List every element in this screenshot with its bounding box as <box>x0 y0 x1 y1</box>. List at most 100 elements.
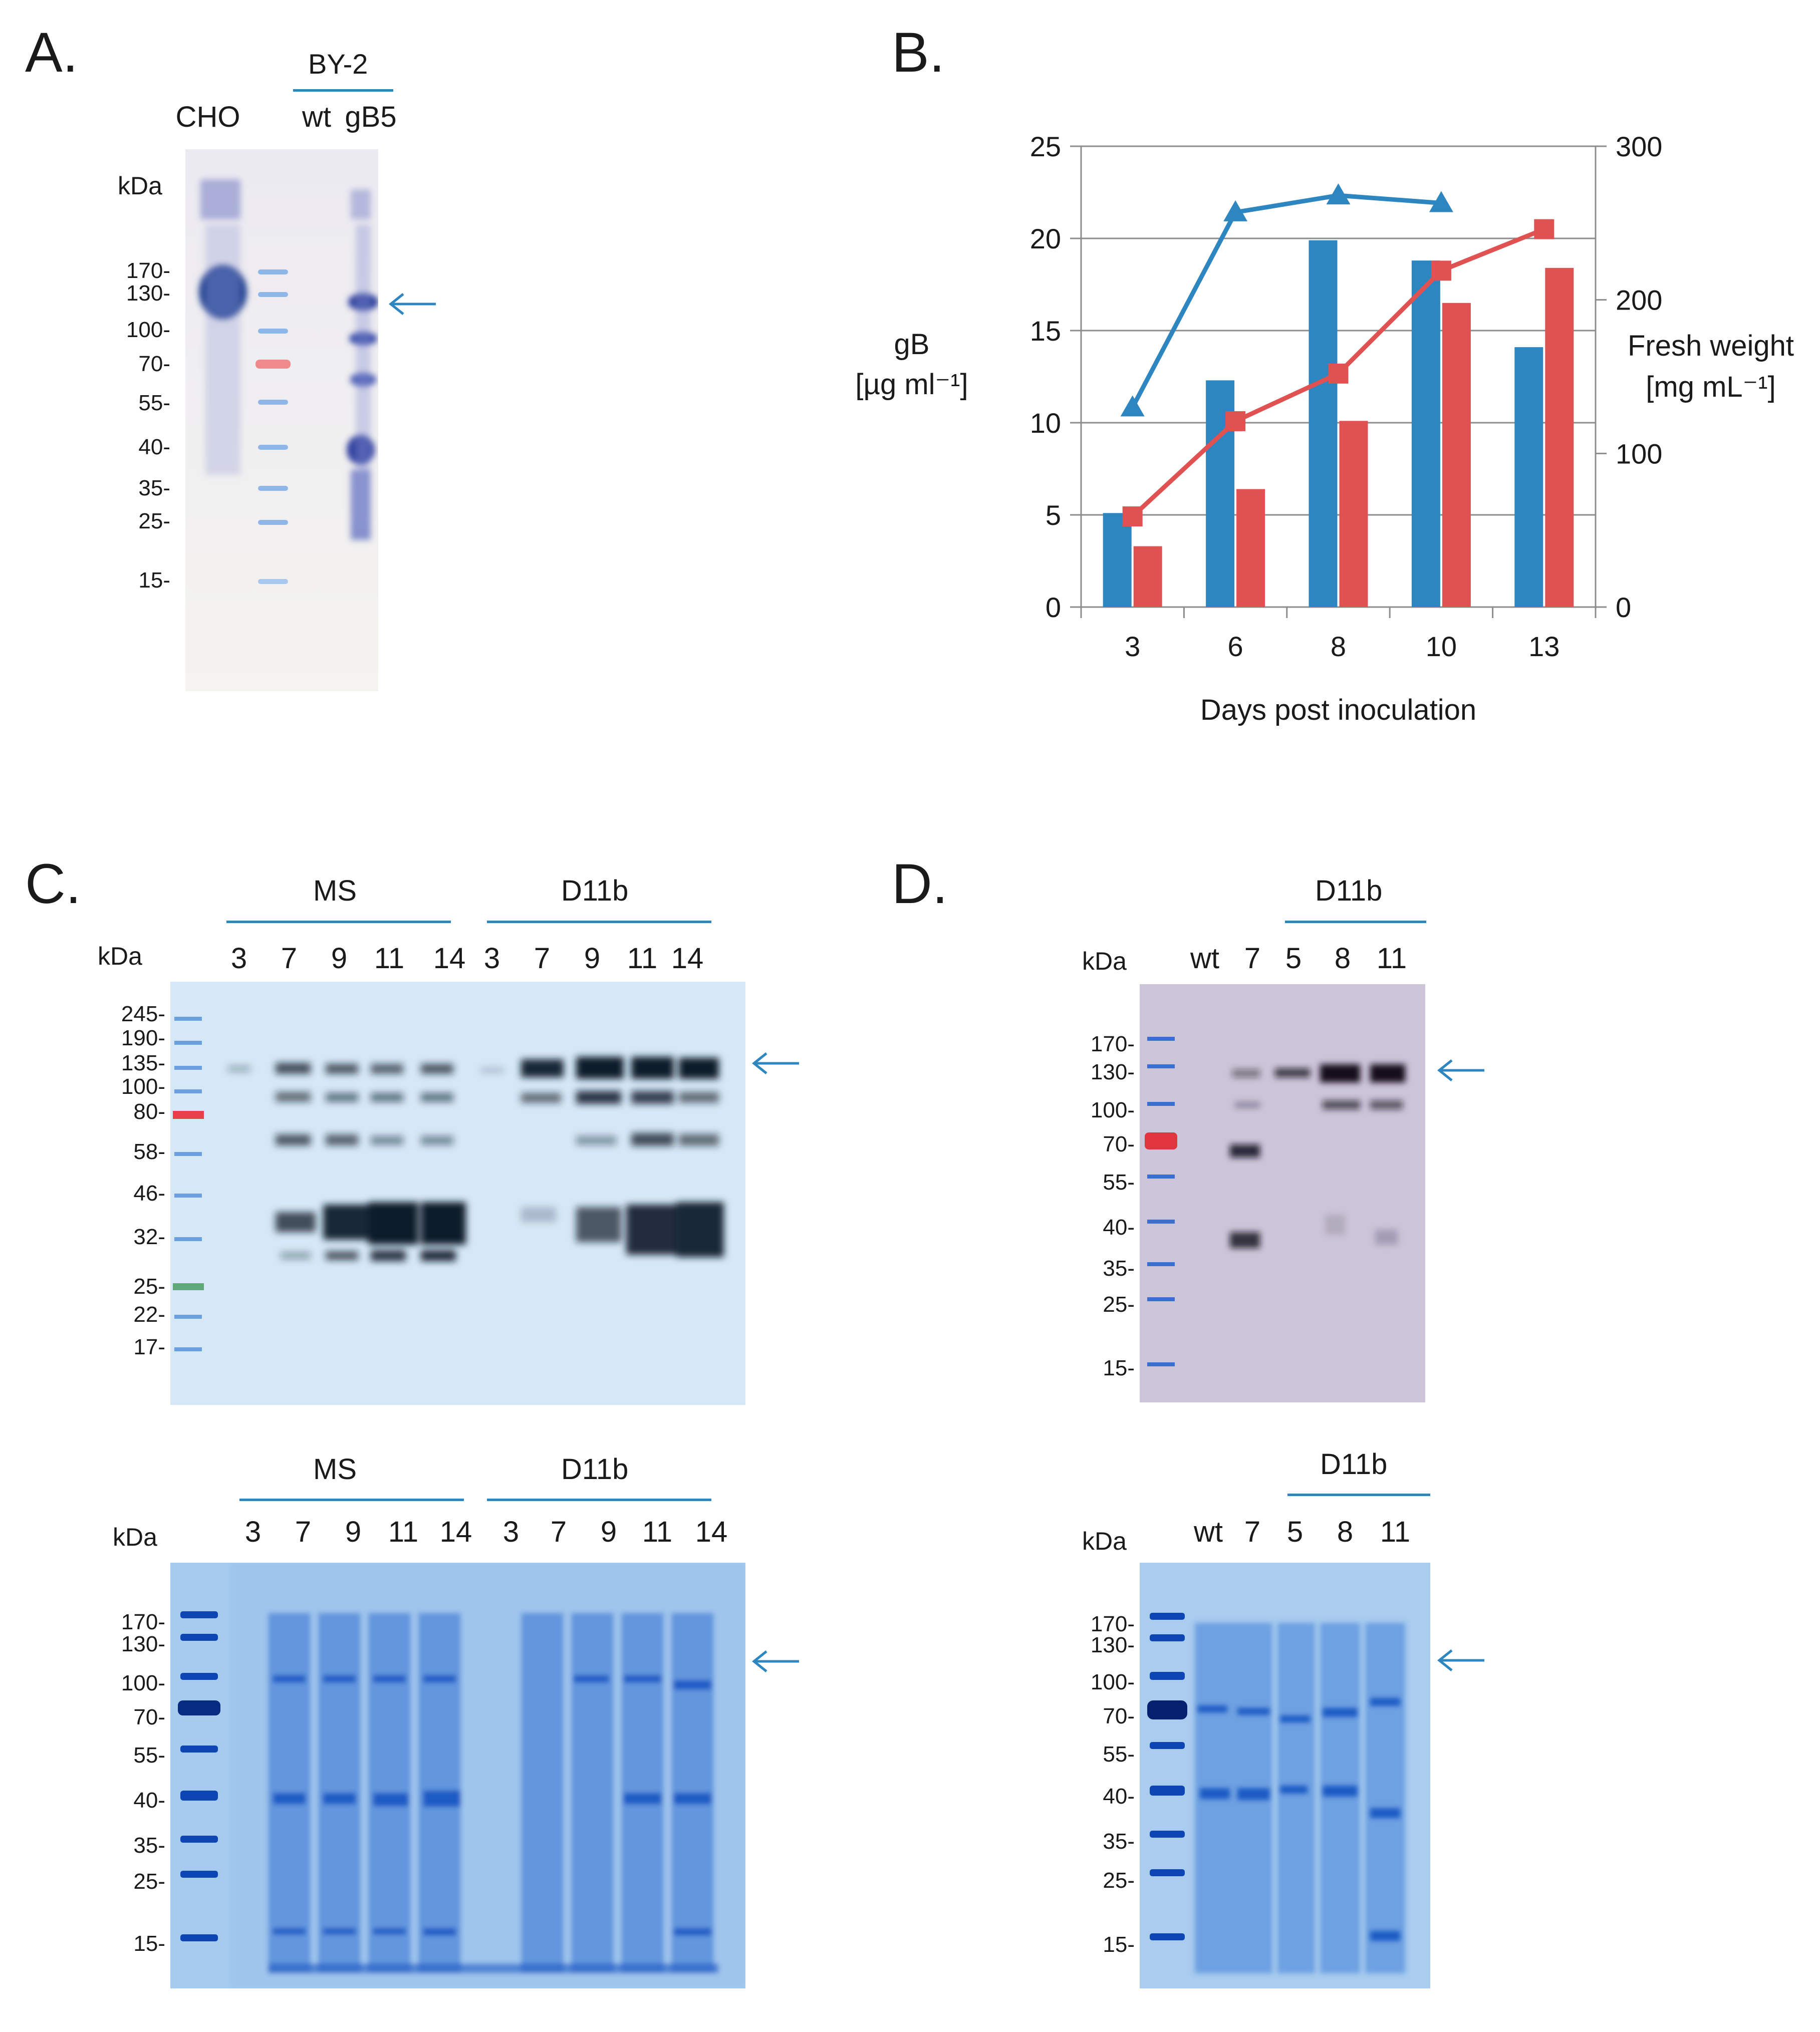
panel-c-gel-lane-2: 9 <box>345 1516 362 1548</box>
panel-a-lane-wt: wt <box>302 101 331 133</box>
panel-c-gel-lane-6: 7 <box>550 1516 567 1548</box>
panel-c-gel-lane-3: 11 <box>388 1516 419 1548</box>
panel-c-blot-lane-7: 9 <box>584 942 601 975</box>
chart-point-d11b-3 <box>1431 260 1451 281</box>
chart-bar-ms-3 <box>1411 260 1440 607</box>
panel-c-blot-marker-6: 46- <box>133 1181 165 1206</box>
panel-c-gel-marker-1: 130- <box>121 1632 165 1656</box>
panel-c-gel-lane-5: 3 <box>502 1516 519 1548</box>
chart-left-tick-0: 0 <box>1046 592 1061 623</box>
panel-c-blot-line-ms <box>226 921 451 923</box>
chart-left-tick-4: 20 <box>1030 223 1061 254</box>
chart-right-tick-0: 0 <box>1616 592 1631 623</box>
chart-point-ms-0 <box>1120 395 1145 417</box>
panel-c-gel-marker-8: 15- <box>133 1931 165 1956</box>
panel-a-marker-15: 15- <box>138 568 170 593</box>
chart-point-ms-1 <box>1223 200 1248 221</box>
panel-a-marker-35: 35- <box>138 476 170 500</box>
panel-d-blot-lane-3: 8 <box>1334 942 1351 975</box>
panel-c-gel-marker-2: 100- <box>121 1671 165 1695</box>
chart-x-axis-label: Days post inoculation <box>1200 694 1476 726</box>
chart-point-d11b-2 <box>1328 363 1349 384</box>
panel-d-gel-ladder <box>1147 1613 1187 1940</box>
panel-c-blot-lane-6: 7 <box>534 942 551 975</box>
panel-a-marker-130: 130- <box>126 281 170 306</box>
panel-b-chart: 0 5 10 15 20 25 0 100 200 300 3 6 8 10 13 Days post ino… <box>855 131 1794 726</box>
chart-bar-d11b-3 <box>1442 303 1471 607</box>
panel-c-gel-marker-4: 55- <box>133 1743 165 1768</box>
panel-c-gel-arrow-icon <box>751 1650 799 1672</box>
panel-a-arrow-icon <box>388 293 436 315</box>
panel-c-blot-marker-0: 245- <box>121 1002 165 1026</box>
panel-a-ladder <box>255 269 291 584</box>
panel-c-gel-lane-8: 11 <box>642 1516 673 1548</box>
panel-a-marker-25: 25- <box>138 509 170 533</box>
panel-c-gel <box>170 1563 745 1988</box>
panel-a-marker-100: 100- <box>126 318 170 342</box>
chart-bar-ms-0 <box>1103 513 1132 607</box>
panel-c-blot-marker-2: 135- <box>121 1051 165 1075</box>
panel-a-lane-cho: CHO <box>175 101 240 133</box>
chart-point-ms-3 <box>1429 191 1453 212</box>
chart-x-tick-2: 8 <box>1331 631 1346 662</box>
panel-d-blot-kda-label: kDa <box>1082 947 1127 975</box>
panel-d-gel-marker-0: 170- <box>1090 1612 1135 1636</box>
panel-c-gel-line-d11b <box>487 1499 711 1501</box>
panel-a-marker-170: 170- <box>126 258 170 283</box>
panel-c-blot-group-d11b: D11b <box>561 875 629 907</box>
panel-d-blot-lane-2: 5 <box>1285 942 1302 975</box>
panel-a-group-line <box>293 89 393 92</box>
panel-c-blot-kda-label: kDa <box>98 942 142 970</box>
panel-d-gel-lane-2: 5 <box>1286 1516 1304 1548</box>
panel-c-letter: C. <box>25 852 81 915</box>
panel-c-blot-lane-4: 14 <box>433 942 466 975</box>
chart-point-d11b-1 <box>1225 411 1246 431</box>
panel-d-blot-line <box>1285 921 1426 923</box>
panel-d-gel-marker-6: 35- <box>1103 1829 1135 1854</box>
panel-d-gel-arrow-icon <box>1437 1649 1484 1671</box>
panel-c-blot-marker-10: 17- <box>133 1335 165 1359</box>
panel-d-blot-marker-6: 35- <box>1103 1256 1135 1281</box>
panel-c-gel-lane-7: 9 <box>600 1516 617 1548</box>
panel-d-blot-marker-0: 170- <box>1090 1032 1135 1056</box>
panel-d-blot-lane-1: 7 <box>1244 942 1261 975</box>
panel-c-gel-ladder <box>178 1611 220 1941</box>
chart-bar-d11b-2 <box>1339 421 1368 607</box>
panel-c-blot-arrow-icon <box>751 1052 799 1074</box>
panel-d-blot-marker-8: 15- <box>1103 1356 1135 1380</box>
panel-d-gel-marker-7: 25- <box>1103 1868 1135 1893</box>
chart-x-tick-0: 3 <box>1125 631 1140 662</box>
panel-a-letter: A. <box>25 21 78 84</box>
panel-c-blot-lane-0: 3 <box>230 942 247 975</box>
panel-c-gel-marker-5: 40- <box>133 1788 165 1813</box>
chart-y-left-label: gB <box>894 328 930 361</box>
panel-c-gel-lane-1: 7 <box>295 1516 312 1548</box>
panel-d-blot-group: D11b <box>1315 875 1383 907</box>
panel-d-gel-kda-label: kDa <box>1082 1527 1127 1555</box>
panel-c-blot-lane-9: 14 <box>671 942 704 975</box>
panel-c-blot-lane-5: 3 <box>483 942 500 975</box>
panel-c-blot-marker-4: 80- <box>133 1099 165 1124</box>
panel-c-gel-lane-4: 14 <box>439 1516 472 1548</box>
panel-d-gel-marker-3: 70- <box>1103 1704 1135 1728</box>
panel-a-lane-gb5: gB5 <box>345 101 397 133</box>
panel-d-gel-marker-1: 130- <box>1090 1633 1135 1657</box>
panel-c-blot-line-d11b <box>487 921 711 923</box>
chart-point-ms-2 <box>1326 183 1351 205</box>
panel-d-blot-marker-5: 40- <box>1103 1215 1135 1240</box>
chart-left-tick-5: 25 <box>1030 131 1061 162</box>
panel-d-blot-marker-1: 130- <box>1090 1060 1135 1084</box>
panel-c-gel-lane-9: 14 <box>695 1516 728 1548</box>
chart-left-tick-2: 10 <box>1030 407 1061 439</box>
panel-d-gel-marker-4: 55- <box>1103 1742 1135 1767</box>
panel-d-letter: D. <box>892 852 948 915</box>
panel-d-gel-lane-1: 7 <box>1244 1516 1261 1548</box>
panel-d-blot-marker-2: 100- <box>1090 1098 1135 1122</box>
panel-d-gel-lane-3: 8 <box>1337 1516 1354 1548</box>
panel-c-gel-marker-3: 70- <box>133 1705 165 1729</box>
panel-d-gel-marker-8: 15- <box>1103 1932 1135 1957</box>
panel-c-gel-group-d11b: D11b <box>561 1453 629 1486</box>
panel-d-gel-group: D11b <box>1320 1448 1388 1481</box>
chart-bar-d11b-4 <box>1545 267 1574 607</box>
panel-d-gel-marker-2: 100- <box>1090 1670 1135 1694</box>
